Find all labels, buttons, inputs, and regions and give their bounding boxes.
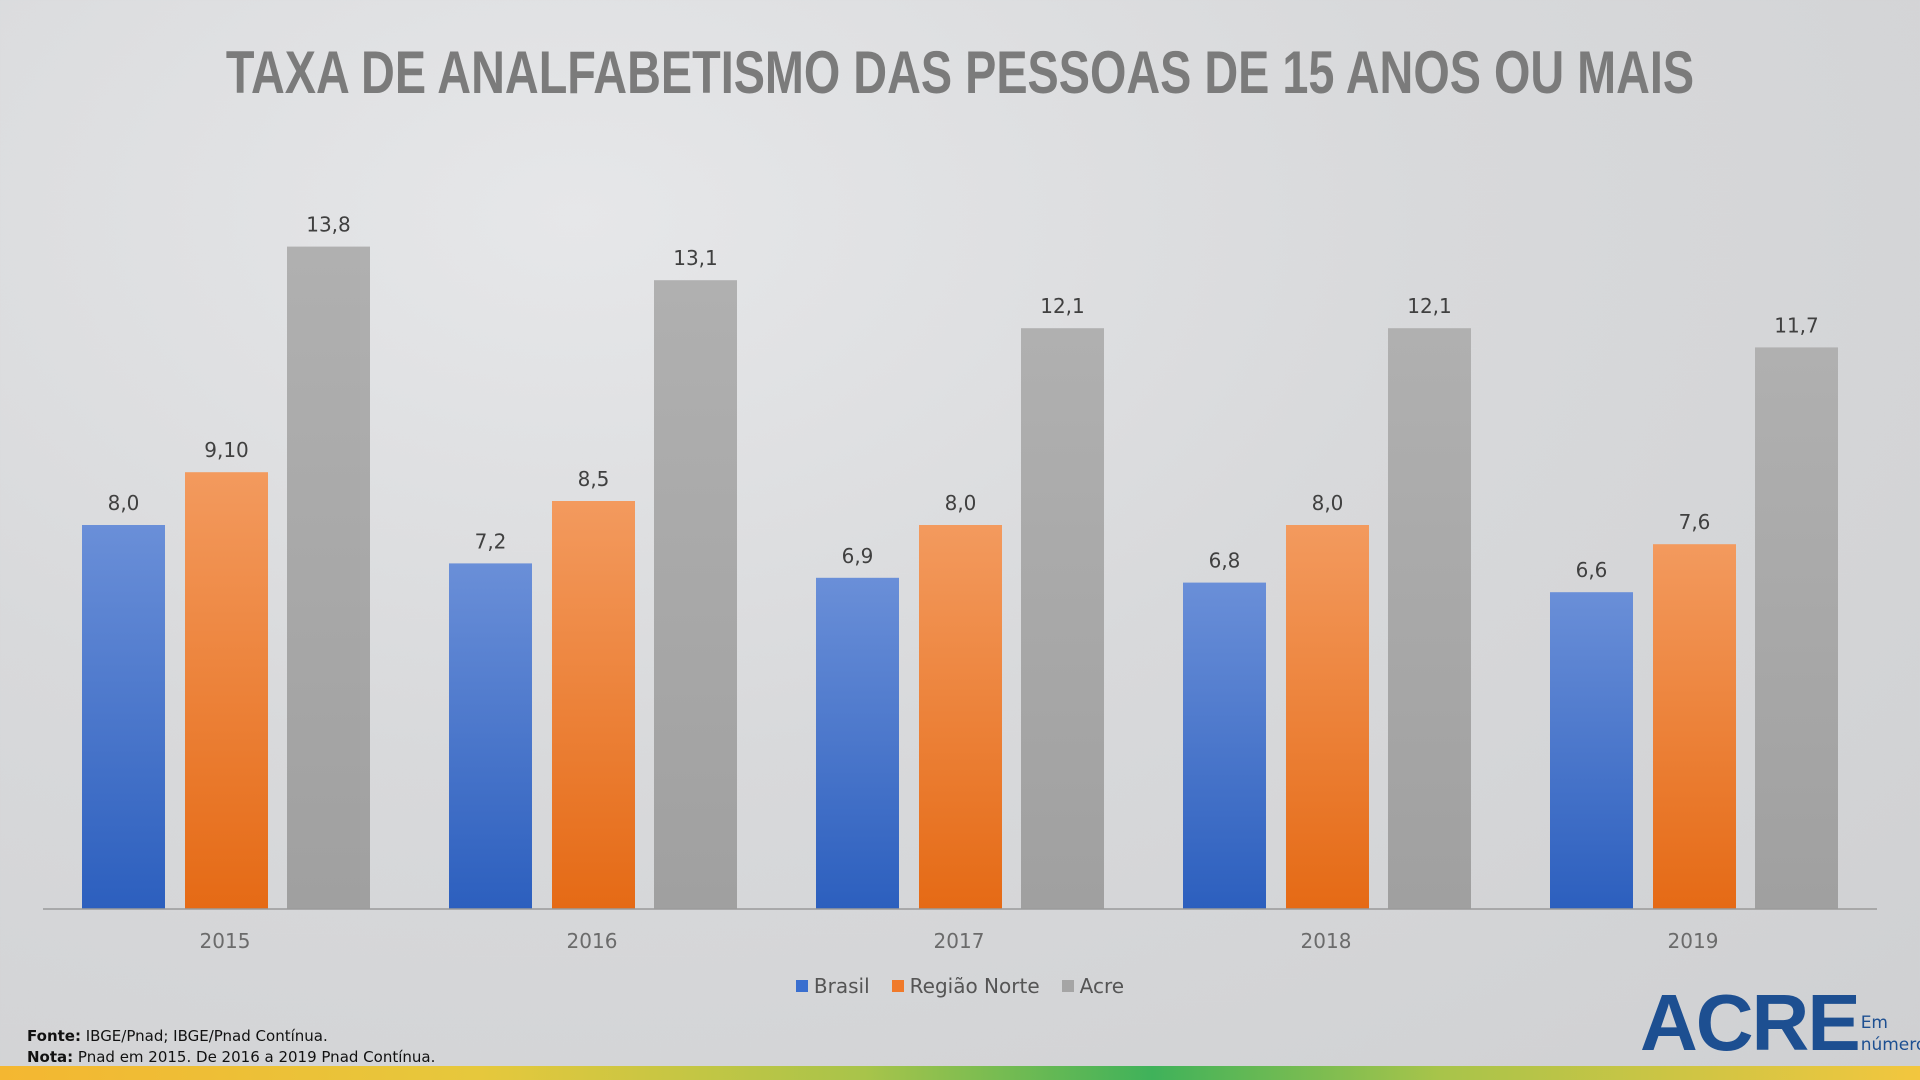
chart-title: TAXA DE ANALFABETISMO DAS PESSOAS DE 15 … — [225, 39, 1695, 106]
bar-região-norte-2017 — [919, 525, 1002, 909]
legend-swatch — [891, 980, 904, 992]
data-label: 6,8 — [1209, 549, 1241, 573]
footer-color-bar — [0, 1066, 1920, 1080]
data-label: 13,8 — [306, 213, 351, 237]
data-label: 8,0 — [945, 491, 977, 515]
source-line: Fonte: IBGE/Pnad; IBGE/Pnad Contínua. — [27, 1026, 435, 1047]
bar-região-norte-2015 — [185, 472, 268, 909]
bar-brasil-2016 — [449, 563, 532, 909]
data-label: 7,2 — [475, 529, 507, 553]
legend-label: Região Norte — [909, 974, 1040, 998]
bar-acre-2017 — [1021, 328, 1104, 909]
bar-brasil-2018 — [1183, 582, 1266, 909]
bar-região-norte-2019 — [1653, 544, 1736, 909]
note-line: Nota: Pnad em 2015. De 2016 a 2019 Pnad … — [27, 1047, 435, 1068]
data-label: 6,6 — [1576, 558, 1608, 582]
x-tick-label: 2018 — [1301, 929, 1352, 953]
bar-acre-2018 — [1388, 328, 1471, 909]
note-label: Nota: — [27, 1048, 74, 1066]
legend-swatch — [795, 980, 808, 992]
bar-região-norte-2016 — [552, 501, 635, 909]
note-text: Pnad em 2015. De 2016 a 2019 Pnad Contín… — [73, 1048, 436, 1066]
data-label: 13,1 — [673, 246, 718, 270]
bar-brasil-2017 — [816, 577, 899, 909]
data-label: 6,9 — [842, 544, 874, 568]
legend-label: Brasil — [813, 974, 870, 998]
acre-em-numeros-logo: ACRE Em números — [1640, 978, 1920, 1067]
data-label: 12,1 — [1407, 294, 1452, 318]
logo-main: ACRE — [1640, 978, 1861, 1067]
bar-acre-2016 — [654, 280, 737, 909]
source-notes: Fonte: IBGE/Pnad; IBGE/Pnad Contínua. No… — [27, 1026, 435, 1068]
data-label: 12,1 — [1040, 294, 1085, 318]
legend-item: Acre — [1061, 974, 1125, 998]
x-tick-label: 2015 — [200, 929, 251, 953]
x-tick-label: 2016 — [567, 929, 618, 953]
bar-acre-2019 — [1755, 347, 1838, 909]
x-tick-label: 2019 — [1668, 929, 1719, 953]
bar-chart: 8,0 9,10 13,8 2015 7,2 8,5 13,1 2016 6,9 8,0 12,1 2… — [43, 213, 1877, 953]
bar-brasil-2019 — [1550, 592, 1633, 909]
bar-brasil-2015 — [82, 525, 165, 909]
legend-swatch — [1061, 980, 1074, 992]
logo-line2: números — [1860, 1035, 1920, 1055]
data-label: 9,10 — [204, 438, 249, 462]
data-label: 8,5 — [578, 467, 610, 491]
source-text: IBGE/Pnad; IBGE/Pnad Contínua. — [80, 1027, 328, 1045]
data-label: 7,6 — [1679, 510, 1711, 534]
bar-região-norte-2018 — [1286, 525, 1369, 909]
source-label: Fonte: — [27, 1027, 81, 1045]
legend-item: Região Norte — [891, 974, 1040, 998]
data-label: 8,0 — [1312, 491, 1344, 515]
data-label: 11,7 — [1774, 313, 1819, 337]
legend-item: Brasil — [795, 974, 870, 998]
logo-sub: Em números — [1859, 1012, 1920, 1056]
data-label: 8,0 — [108, 491, 140, 515]
x-tick-label: 2017 — [934, 929, 985, 953]
bar-acre-2015 — [287, 246, 370, 910]
logo-line1: Em — [1860, 1013, 1888, 1033]
legend-label: Acre — [1079, 974, 1125, 998]
legend: Brasil Região Norte Acre — [0, 974, 1920, 998]
